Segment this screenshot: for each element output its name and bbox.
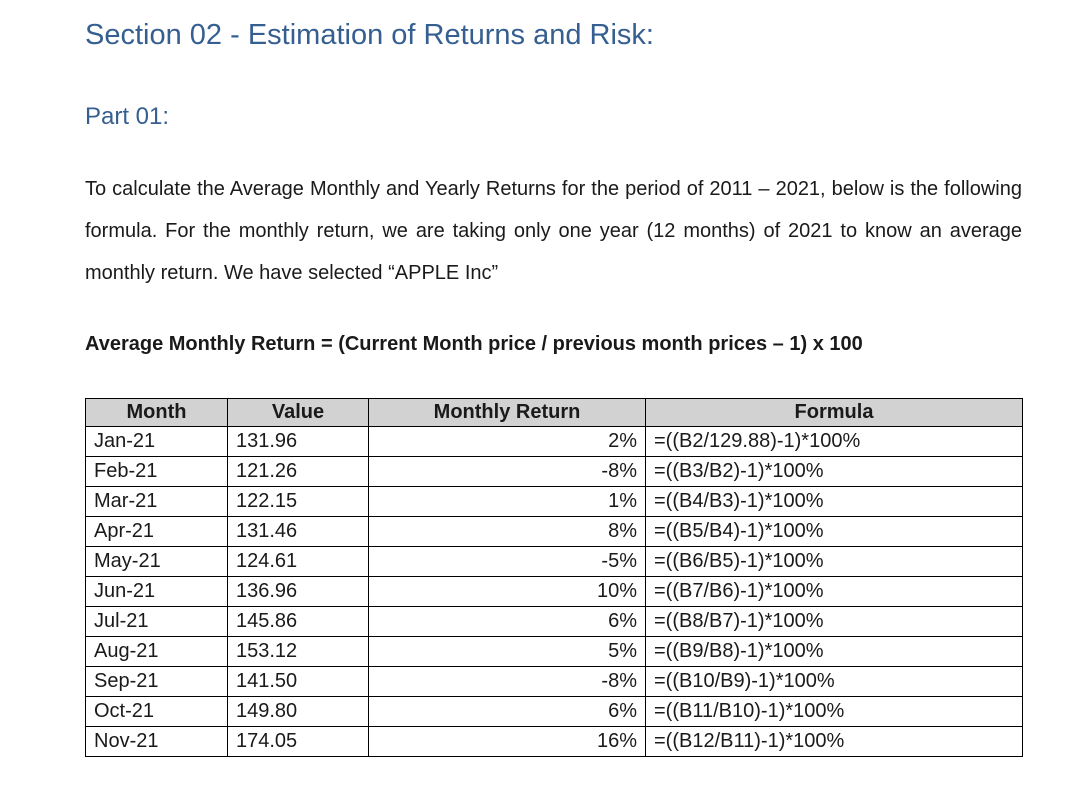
cell-month: Feb-21 — [85, 456, 228, 487]
table-body: Jan-21 131.96 2% =((B2/129.88)-1)*100% Feb-2… — [85, 426, 1023, 757]
cell-value: 145.86 — [227, 606, 369, 637]
cell-formula: =((B12/B11)-1)*100% — [645, 726, 1023, 757]
cell-monthly-return: -8% — [368, 666, 646, 697]
cell-month: Jul-21 — [85, 606, 228, 637]
table-row: May-21 124.61 -5% =((B6/B5)-1)*100% — [85, 546, 1023, 577]
cell-formula: =((B4/B3)-1)*100% — [645, 486, 1023, 517]
section-heading: Section 02 - Estimation of Returns and R… — [85, 19, 654, 51]
table-row: Jul-21 145.86 6% =((B8/B7)-1)*100% — [85, 606, 1023, 637]
cell-monthly-return: 2% — [368, 426, 646, 457]
cell-formula: =((B8/B7)-1)*100% — [645, 606, 1023, 637]
table-row: Aug-21 153.12 5% =((B9/B8)-1)*100% — [85, 636, 1023, 667]
returns-table: Month Value Monthly Return Formula Jan-21 13… — [85, 398, 1023, 757]
cell-value: 174.05 — [227, 726, 369, 757]
part-subheading: Part 01: — [85, 103, 170, 130]
cell-month: Oct-21 — [85, 696, 228, 727]
column-header-monthly-return: Monthly Return — [368, 398, 646, 427]
cell-formula: =((B3/B2)-1)*100% — [645, 456, 1023, 487]
cell-value: 153.12 — [227, 636, 369, 667]
cell-value: 141.50 — [227, 666, 369, 697]
cell-monthly-return: 10% — [368, 576, 646, 607]
cell-month: Mar-21 — [85, 486, 228, 517]
cell-formula: =((B2/129.88)-1)*100% — [645, 426, 1023, 457]
cell-month: Nov-21 — [85, 726, 228, 757]
cell-monthly-return: 6% — [368, 696, 646, 727]
cell-month: Jan-21 — [85, 426, 228, 457]
formula-statement: Average Monthly Return = (Current Month … — [85, 333, 863, 355]
cell-formula: =((B10/B9)-1)*100% — [645, 666, 1023, 697]
cell-value: 121.26 — [227, 456, 369, 487]
table-row: Oct-21 149.80 6% =((B11/B10)-1)*100% — [85, 696, 1023, 727]
cell-value: 131.96 — [227, 426, 369, 457]
cell-month: Sep-21 — [85, 666, 228, 697]
cell-month: Aug-21 — [85, 636, 228, 667]
cell-value: 149.80 — [227, 696, 369, 727]
table-row: Mar-21 122.15 1% =((B4/B3)-1)*100% — [85, 486, 1023, 517]
intro-paragraph: To calculate the Average Monthly and Yea… — [85, 178, 1022, 284]
cell-month: May-21 — [85, 546, 228, 577]
table-row: Apr-21 131.46 8% =((B5/B4)-1)*100% — [85, 516, 1023, 547]
cell-monthly-return: 6% — [368, 606, 646, 637]
document-page: Section 02 - Estimation of Returns and R… — [0, 18, 1083, 810]
cell-formula: =((B7/B6)-1)*100% — [645, 576, 1023, 607]
cell-formula: =((B6/B5)-1)*100% — [645, 546, 1023, 577]
cell-value: 131.46 — [227, 516, 369, 547]
column-header-formula: Formula — [645, 398, 1023, 427]
column-header-value: Value — [227, 398, 369, 427]
cell-value: 122.15 — [227, 486, 369, 517]
cell-formula: =((B5/B4)-1)*100% — [645, 516, 1023, 547]
cell-monthly-return: 8% — [368, 516, 646, 547]
table-header-row: Month Value Monthly Return Formula — [85, 398, 1023, 427]
cell-formula: =((B11/B10)-1)*100% — [645, 696, 1023, 727]
cell-value: 124.61 — [227, 546, 369, 577]
cell-monthly-return: 5% — [368, 636, 646, 667]
cell-monthly-return: 16% — [368, 726, 646, 757]
cell-monthly-return: -8% — [368, 456, 646, 487]
table-row: Nov-21 174.05 16% =((B12/B11)-1)*100% — [85, 726, 1023, 757]
cell-value: 136.96 — [227, 576, 369, 607]
table-row: Jan-21 131.96 2% =((B2/129.88)-1)*100% — [85, 426, 1023, 457]
cell-monthly-return: -5% — [368, 546, 646, 577]
table-row: Jun-21 136.96 10% =((B7/B6)-1)*100% — [85, 576, 1023, 607]
table-row: Sep-21 141.50 -8% =((B10/B9)-1)*100% — [85, 666, 1023, 697]
column-header-month: Month — [85, 398, 228, 427]
cell-formula: =((B9/B8)-1)*100% — [645, 636, 1023, 667]
cell-monthly-return: 1% — [368, 486, 646, 517]
table-row: Feb-21 121.26 -8% =((B3/B2)-1)*100% — [85, 456, 1023, 487]
cell-month: Jun-21 — [85, 576, 228, 607]
cell-month: Apr-21 — [85, 516, 228, 547]
